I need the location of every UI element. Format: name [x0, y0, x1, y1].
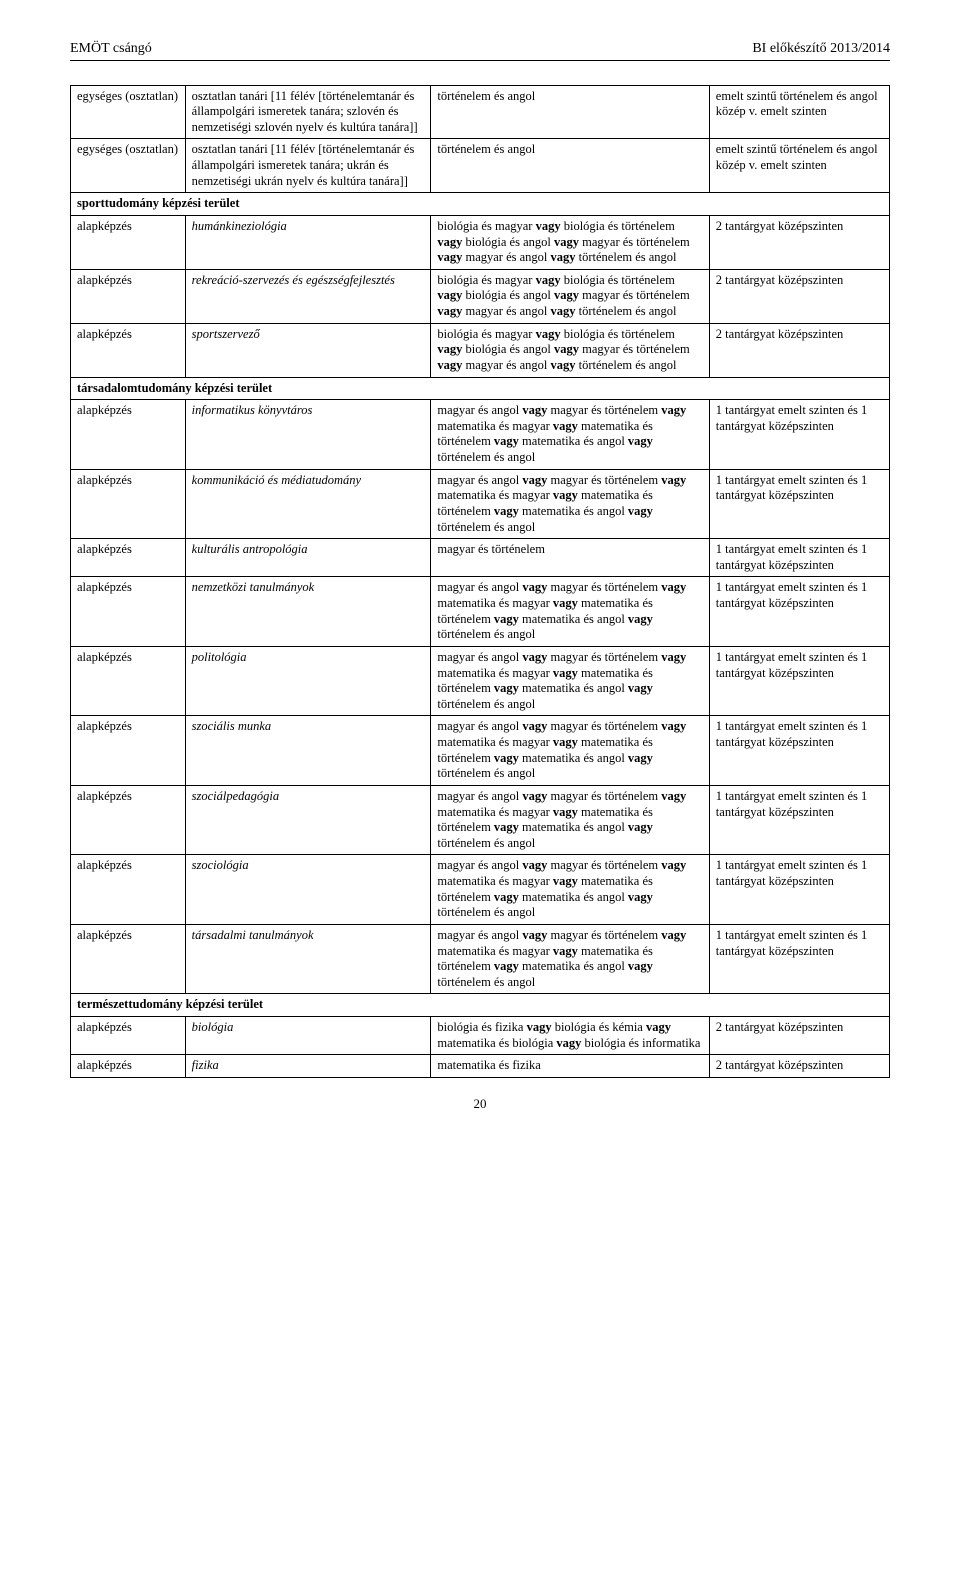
col-level: alapképzés — [71, 539, 186, 577]
col-subjects: magyar és történelem — [431, 539, 709, 577]
col-requirement: 1 tantárgyat emelt szinten és 1 tantárgy… — [709, 577, 889, 647]
col-level: alapképzés — [71, 1017, 186, 1055]
col-requirement: 2 tantárgyat középszinten — [709, 269, 889, 323]
table-row: alapképzéshumánkineziológiabiológia és m… — [71, 215, 890, 269]
col-program: társadalmi tanulmányok — [185, 924, 431, 994]
page-number: 20 — [70, 1096, 890, 1112]
table-row: alapképzésszociális munkamagyar és angol… — [71, 716, 890, 786]
col-program: osztatlan tanári [11 félév [történelemta… — [185, 85, 431, 139]
col-program: kulturális antropológia — [185, 539, 431, 577]
col-level: alapképzés — [71, 269, 186, 323]
col-level: alapképzés — [71, 400, 186, 470]
col-requirement: 1 tantárgyat emelt szinten és 1 tantárgy… — [709, 400, 889, 470]
table-row: alapképzésfizikamatematika és fizika2 ta… — [71, 1055, 890, 1078]
table-row: egységes (osztatlan)osztatlan tanári [11… — [71, 139, 890, 193]
col-program: kommunikáció és médiatudomány — [185, 469, 431, 539]
col-level: alapképzés — [71, 646, 186, 716]
col-level: egységes (osztatlan) — [71, 139, 186, 193]
col-requirement: 1 tantárgyat emelt szinten és 1 tantárgy… — [709, 539, 889, 577]
col-subjects: magyar és angol vagy magyar és történele… — [431, 716, 709, 786]
col-subjects: biológia és fizika vagy biológia és kémi… — [431, 1017, 709, 1055]
col-subjects: magyar és angol vagy magyar és történele… — [431, 400, 709, 470]
col-level: egységes (osztatlan) — [71, 85, 186, 139]
table-row: alapképzésbiológiabiológia és fizika vag… — [71, 1017, 890, 1055]
col-program: politológia — [185, 646, 431, 716]
table-row: alapképzésszociálpedagógiamagyar és ango… — [71, 785, 890, 855]
col-program: humánkineziológia — [185, 215, 431, 269]
table-row: sporttudomány képzési terület — [71, 193, 890, 216]
header-right: BI előkészítő 2013/2014 — [752, 40, 890, 58]
col-program: sportszervező — [185, 323, 431, 377]
col-requirement: 2 tantárgyat középszinten — [709, 1055, 889, 1078]
section-header-cell: társadalomtudomány képzési terület — [71, 377, 890, 400]
col-level: alapképzés — [71, 924, 186, 994]
col-requirement: 1 tantárgyat emelt szinten és 1 tantárgy… — [709, 716, 889, 786]
col-subjects: biológia és magyar vagy biológia és tört… — [431, 215, 709, 269]
col-program: rekreáció-szervezés és egészségfejleszté… — [185, 269, 431, 323]
col-level: alapképzés — [71, 323, 186, 377]
col-subjects: magyar és angol vagy magyar és történele… — [431, 785, 709, 855]
col-program: szociálpedagógia — [185, 785, 431, 855]
table-row: alapképzésnemzetközi tanulmányokmagyar é… — [71, 577, 890, 647]
col-subjects: biológia és magyar vagy biológia és tört… — [431, 269, 709, 323]
col-program: nemzetközi tanulmányok — [185, 577, 431, 647]
col-subjects: magyar és angol vagy magyar és történele… — [431, 646, 709, 716]
col-level: alapképzés — [71, 716, 186, 786]
table-row: alapképzéstársadalmi tanulmányokmagyar é… — [71, 924, 890, 994]
section-header-cell: sporttudomány képzési terület — [71, 193, 890, 216]
col-level: alapképzés — [71, 215, 186, 269]
table-row: természettudomány képzési terület — [71, 994, 890, 1017]
col-requirement: 1 tantárgyat emelt szinten és 1 tantárgy… — [709, 855, 889, 925]
col-requirement: 2 tantárgyat középszinten — [709, 1017, 889, 1055]
table-row: alapképzéssportszervezőbiológia és magya… — [71, 323, 890, 377]
col-subjects: magyar és angol vagy magyar és történele… — [431, 855, 709, 925]
col-level: alapképzés — [71, 1055, 186, 1078]
col-program: szociális munka — [185, 716, 431, 786]
col-subjects: matematika és fizika — [431, 1055, 709, 1078]
col-program: informatikus könyvtáros — [185, 400, 431, 470]
table-row: alapképzéskommunikáció és médiatudománym… — [71, 469, 890, 539]
col-requirement: 2 tantárgyat középszinten — [709, 215, 889, 269]
table-row: alapképzésrekreáció-szervezés és egészsé… — [71, 269, 890, 323]
col-program: biológia — [185, 1017, 431, 1055]
col-level: alapképzés — [71, 577, 186, 647]
section-header-cell: természettudomány képzési terület — [71, 994, 890, 1017]
col-requirement: 1 tantárgyat emelt szinten és 1 tantárgy… — [709, 924, 889, 994]
col-subjects: magyar és angol vagy magyar és történele… — [431, 577, 709, 647]
col-requirement: emelt szintű történelem és angol közép v… — [709, 139, 889, 193]
col-requirement: 1 tantárgyat emelt szinten és 1 tantárgy… — [709, 646, 889, 716]
col-requirement: 2 tantárgyat középszinten — [709, 323, 889, 377]
col-program: fizika — [185, 1055, 431, 1078]
col-level: alapképzés — [71, 469, 186, 539]
page-header: EMÖT csángó BI előkészítő 2013/2014 — [70, 40, 890, 61]
table-row: alapképzéspolitológiamagyar és angol vag… — [71, 646, 890, 716]
col-program: szociológia — [185, 855, 431, 925]
col-requirement: 1 tantárgyat emelt szinten és 1 tantárgy… — [709, 785, 889, 855]
table-row: alapképzésszociológiamagyar és angol vag… — [71, 855, 890, 925]
col-program: osztatlan tanári [11 félév [történelemta… — [185, 139, 431, 193]
col-requirement: 1 tantárgyat emelt szinten és 1 tantárgy… — [709, 469, 889, 539]
col-subjects: magyar és angol vagy magyar és történele… — [431, 924, 709, 994]
col-subjects: történelem és angol — [431, 139, 709, 193]
table-row: egységes (osztatlan)osztatlan tanári [11… — [71, 85, 890, 139]
table-row: társadalomtudomány képzési terület — [71, 377, 890, 400]
col-requirement: emelt szintű történelem és angol közép v… — [709, 85, 889, 139]
header-left: EMÖT csángó — [70, 40, 152, 58]
col-level: alapképzés — [71, 785, 186, 855]
col-subjects: magyar és angol vagy magyar és történele… — [431, 469, 709, 539]
table-row: alapképzéskulturális antropológiamagyar … — [71, 539, 890, 577]
col-level: alapképzés — [71, 855, 186, 925]
col-subjects: biológia és magyar vagy biológia és tört… — [431, 323, 709, 377]
curriculum-table: egységes (osztatlan)osztatlan tanári [11… — [70, 85, 890, 1078]
table-row: alapképzésinformatikus könyvtárosmagyar … — [71, 400, 890, 470]
col-subjects: történelem és angol — [431, 85, 709, 139]
